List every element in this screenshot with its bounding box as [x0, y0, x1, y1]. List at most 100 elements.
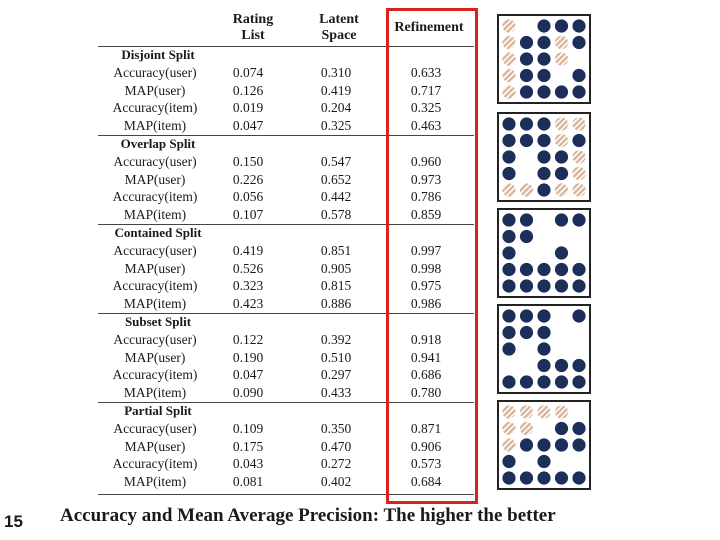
- cell-latent: 0.851: [320, 243, 352, 258]
- header-latent-space: Latent Space: [319, 12, 359, 43]
- navy-dot: [502, 471, 516, 485]
- striped-dot: [519, 405, 534, 419]
- navy-dot: [502, 229, 516, 244]
- cell-metric: MAP(item): [123, 206, 187, 222]
- navy-dot: [554, 213, 569, 227]
- cell-latent: 0.392: [320, 332, 352, 347]
- cell-rating: 0.175: [232, 438, 264, 454]
- cell-metric: MAP(user): [124, 260, 186, 276]
- cell-metric: Accuracy(user): [113, 421, 197, 436]
- cell-latent: 0.510: [320, 349, 352, 365]
- caption: Accuracy and Mean Average Precision: The…: [60, 505, 556, 526]
- navy-dot: [519, 133, 534, 148]
- header-refinement: Refinement: [394, 20, 464, 35]
- navy-dot: [554, 421, 569, 436]
- cell-refinement: 0.686: [410, 367, 442, 383]
- cell-metric: Accuracy(user): [113, 154, 197, 169]
- cell-rating: 0.019: [232, 100, 264, 116]
- navy-dot: [572, 421, 586, 436]
- navy-dot: [537, 117, 551, 131]
- cell-metric: MAP(user): [124, 438, 186, 454]
- navy-dot: [554, 438, 569, 452]
- cell-rating: 0.047: [232, 367, 264, 383]
- striped-dot: [502, 438, 516, 452]
- navy-dot: [537, 438, 551, 452]
- navy-dot: [519, 471, 534, 485]
- cell-rating: 0.074: [232, 65, 264, 80]
- cell-rating: 0.323: [232, 278, 264, 294]
- cell-latent: 0.297: [320, 367, 352, 383]
- navy-dot: [502, 279, 516, 293]
- navy-dot: [572, 133, 586, 148]
- navy-dot: [502, 213, 516, 227]
- cell-refinement: 0.780: [410, 384, 442, 400]
- cell-latent: 0.350: [320, 421, 352, 436]
- navy-dot: [537, 35, 551, 50]
- navy-dot: [554, 246, 569, 260]
- cell-rating: 0.423: [232, 295, 264, 311]
- navy-dot: [519, 438, 534, 452]
- cell-metric: Accuracy(item): [112, 100, 198, 116]
- cell-refinement: 0.973: [410, 171, 442, 187]
- navy-dot: [572, 68, 586, 83]
- navy-dot: [502, 325, 516, 340]
- navy-dot: [502, 150, 516, 164]
- group-title: Disjoint Split: [121, 47, 195, 62]
- striped-dot: [502, 421, 516, 436]
- cell-rating: 0.090: [232, 384, 264, 400]
- cell-latent: 0.442: [320, 189, 352, 205]
- navy-dot: [554, 85, 569, 99]
- navy-dot: [519, 262, 534, 277]
- refinement-highlight-box: [386, 8, 478, 504]
- cell-refinement: 0.325: [410, 100, 442, 116]
- navy-dot: [519, 279, 534, 293]
- cell-latent: 0.204: [320, 100, 352, 116]
- cell-metric: MAP(item): [123, 473, 187, 489]
- navy-dot: [537, 309, 551, 323]
- navy-dot: [519, 375, 534, 389]
- cell-refinement: 0.684: [410, 473, 442, 489]
- cell-refinement: 0.717: [410, 82, 442, 98]
- cell-metric: Accuracy(item): [112, 278, 198, 294]
- cell-metric: Accuracy(item): [112, 367, 198, 383]
- striped-dot: [554, 52, 569, 66]
- cell-metric: MAP(item): [123, 384, 187, 400]
- navy-dot: [572, 19, 586, 33]
- cell-refinement: 0.998: [410, 260, 442, 276]
- cell-rating: 0.126: [232, 82, 264, 98]
- navy-dot: [572, 358, 586, 373]
- group-divider: [98, 224, 474, 225]
- navy-dot: [572, 262, 586, 277]
- navy-dot: [537, 325, 551, 340]
- navy-dot: [502, 262, 516, 277]
- group-title: Overlap Split: [120, 136, 196, 151]
- cell-metric: Accuracy(user): [113, 332, 197, 347]
- cell-refinement: 0.871: [410, 421, 442, 436]
- cell-rating: 0.419: [232, 243, 264, 258]
- striped-dot: [554, 117, 569, 131]
- navy-dot: [537, 471, 551, 485]
- striped-dot: [572, 117, 586, 131]
- navy-dot: [554, 262, 569, 277]
- cell-latent: 0.402: [320, 473, 352, 489]
- cell-latent: 0.652: [320, 171, 352, 187]
- navy-dot: [519, 35, 534, 50]
- cell-latent: 0.419: [320, 82, 352, 98]
- striped-dot: [502, 405, 516, 419]
- group-title: Subset Split: [124, 314, 192, 329]
- striped-dot: [502, 35, 516, 50]
- striped-dot: [537, 405, 551, 419]
- navy-dot: [519, 117, 534, 131]
- navy-dot: [537, 133, 551, 148]
- cell-rating: 0.190: [232, 349, 264, 365]
- navy-dot: [519, 52, 534, 66]
- striped-dot: [554, 35, 569, 50]
- cell-refinement: 0.633: [410, 65, 442, 80]
- striped-dot: [502, 68, 516, 83]
- cell-rating: 0.150: [232, 154, 264, 169]
- navy-dot: [502, 133, 516, 148]
- navy-dot: [554, 375, 569, 389]
- cell-latent: 0.272: [320, 456, 352, 472]
- navy-dot: [572, 85, 586, 99]
- split-diagram-partial: [497, 400, 591, 490]
